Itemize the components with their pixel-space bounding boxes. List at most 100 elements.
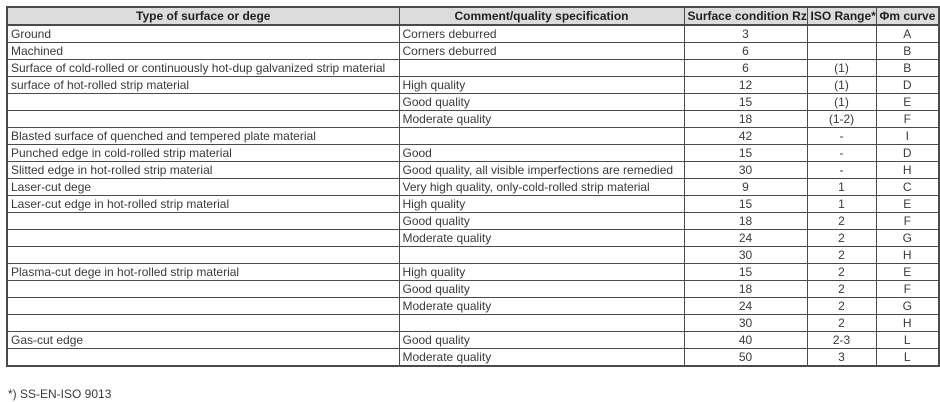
cell-curve: D bbox=[875, 144, 940, 162]
cell-curve: B bbox=[875, 59, 940, 77]
cell-iso-range: 2 bbox=[806, 246, 877, 264]
cell-comment: Good quality bbox=[398, 280, 685, 298]
cell-comment bbox=[398, 314, 685, 332]
cell-type: Slitted edge in hot-rolled strip materia… bbox=[6, 161, 400, 179]
cell-type: Machined bbox=[6, 42, 400, 60]
cell-type: Surface of cold-rolled or continuously h… bbox=[6, 59, 400, 77]
cell-comment: Good quality bbox=[398, 331, 685, 349]
cell-rz: 3 bbox=[683, 24, 808, 43]
cell-iso-range bbox=[806, 24, 877, 43]
cell-type: Ground bbox=[6, 24, 400, 43]
cell-rz: 6 bbox=[683, 59, 808, 77]
cell-iso-range: 2 bbox=[806, 212, 877, 230]
cell-iso-range bbox=[806, 42, 877, 60]
cell-comment: Moderate quality bbox=[398, 110, 685, 128]
cell-iso-range: 3 bbox=[806, 348, 877, 367]
table-row: Moderate quality 18 (1-2) F bbox=[6, 110, 940, 128]
cell-iso-range: - bbox=[806, 127, 877, 145]
cell-curve: G bbox=[875, 229, 940, 247]
table-row: Good quality 15 (1) E bbox=[6, 93, 940, 111]
cell-rz: 12 bbox=[683, 76, 808, 94]
cell-rz: 6 bbox=[683, 42, 808, 60]
cell-type bbox=[6, 246, 400, 264]
cell-rz: 40 bbox=[683, 331, 808, 349]
cell-comment: Moderate quality bbox=[398, 229, 685, 247]
cell-comment: Moderate quality bbox=[398, 348, 685, 367]
cell-curve: G bbox=[875, 297, 940, 315]
cell-curve: H bbox=[875, 314, 940, 332]
cell-type bbox=[6, 348, 400, 367]
table-row: Slitted edge in hot-rolled strip materia… bbox=[6, 161, 940, 179]
table-row: Punched edge in cold-rolled strip materi… bbox=[6, 144, 940, 162]
cell-comment: Very high quality, only-cold-rolled stri… bbox=[398, 178, 685, 196]
cell-iso-range: (1-2) bbox=[806, 110, 877, 128]
table-row: Surface of cold-rolled or continuously h… bbox=[6, 59, 940, 77]
cell-type: Laser-cut edge in hot-rolled strip mater… bbox=[6, 195, 400, 213]
cell-iso-range: (1) bbox=[806, 76, 877, 94]
table-row: Moderate quality 24 2 G bbox=[6, 229, 940, 247]
table-header: Type of surface or dege Comment/quality s… bbox=[6, 6, 940, 26]
table-row: Good quality 18 2 F bbox=[6, 280, 940, 298]
cell-type bbox=[6, 212, 400, 230]
cell-comment bbox=[398, 59, 685, 77]
cell-comment: Good quality bbox=[398, 212, 685, 230]
cell-rz: 15 bbox=[683, 263, 808, 281]
cell-rz: 15 bbox=[683, 93, 808, 111]
cell-rz: 30 bbox=[683, 246, 808, 264]
cell-curve: E bbox=[875, 93, 940, 111]
cell-iso-range: 2-3 bbox=[806, 331, 877, 349]
cell-iso-range: 1 bbox=[806, 178, 877, 196]
cell-type bbox=[6, 280, 400, 298]
table-row: Moderate quality 24 2 G bbox=[6, 297, 940, 315]
cell-rz: 30 bbox=[683, 161, 808, 179]
column-header-type: Type of surface or dege bbox=[6, 6, 400, 26]
cell-type: surface of hot-rolled strip material bbox=[6, 76, 400, 94]
cell-comment: Good quality bbox=[398, 93, 685, 111]
cell-curve: H bbox=[875, 161, 940, 179]
cell-rz: 18 bbox=[683, 110, 808, 128]
cell-curve: L bbox=[875, 331, 940, 349]
cell-type bbox=[6, 314, 400, 332]
cell-rz: 42 bbox=[683, 127, 808, 145]
cell-curve: A bbox=[875, 24, 940, 43]
table-row: 30 2 H bbox=[6, 246, 940, 264]
cell-comment: High quality bbox=[398, 76, 685, 94]
cell-curve: L bbox=[875, 348, 940, 367]
table-header-row: Type of surface or dege Comment/quality s… bbox=[6, 6, 940, 26]
column-header-iso-range: ISO Range* bbox=[806, 6, 877, 26]
cell-comment: High quality bbox=[398, 263, 685, 281]
cell-comment: Corners deburred bbox=[398, 42, 685, 60]
cell-comment: Moderate quality bbox=[398, 297, 685, 315]
cell-iso-range: 2 bbox=[806, 314, 877, 332]
cell-iso-range: 2 bbox=[806, 280, 877, 298]
cell-type: Gas-cut edge bbox=[6, 331, 400, 349]
column-header-comment: Comment/quality specification bbox=[398, 6, 685, 26]
table-body: Ground Corners deburred 3 A Machined Corners … bbox=[6, 24, 940, 367]
cell-curve: F bbox=[875, 280, 940, 298]
cell-comment bbox=[398, 127, 685, 145]
cell-curve: H bbox=[875, 246, 940, 264]
table-row: Gas-cut edge Good quality 40 2-3 L bbox=[6, 331, 940, 349]
surface-quality-table: Type of surface or dege Comment/quality s… bbox=[6, 6, 940, 367]
cell-rz: 30 bbox=[683, 314, 808, 332]
cell-comment: Good quality, all visible imperfections … bbox=[398, 161, 685, 179]
cell-iso-range: (1) bbox=[806, 59, 877, 77]
cell-type: Punched edge in cold-rolled strip materi… bbox=[6, 144, 400, 162]
cell-type bbox=[6, 297, 400, 315]
table-row: Plasma-cut dege in hot-rolled strip mate… bbox=[6, 263, 940, 281]
cell-type: Laser-cut dege bbox=[6, 178, 400, 196]
cell-type: Blasted surface of quenched and tempered… bbox=[6, 127, 400, 145]
cell-comment bbox=[398, 246, 685, 264]
table-row: surface of hot-rolled strip material High… bbox=[6, 76, 940, 94]
cell-rz: 24 bbox=[683, 297, 808, 315]
cell-rz: 15 bbox=[683, 195, 808, 213]
cell-curve: E bbox=[875, 195, 940, 213]
cell-rz: 18 bbox=[683, 212, 808, 230]
cell-iso-range: 1 bbox=[806, 195, 877, 213]
column-header-rz: Surface condition Rz bbox=[683, 6, 808, 26]
table-row: Ground Corners deburred 3 A bbox=[6, 24, 940, 43]
cell-comment: Corners deburred bbox=[398, 24, 685, 43]
cell-curve: B bbox=[875, 42, 940, 60]
cell-rz: 15 bbox=[683, 144, 808, 162]
